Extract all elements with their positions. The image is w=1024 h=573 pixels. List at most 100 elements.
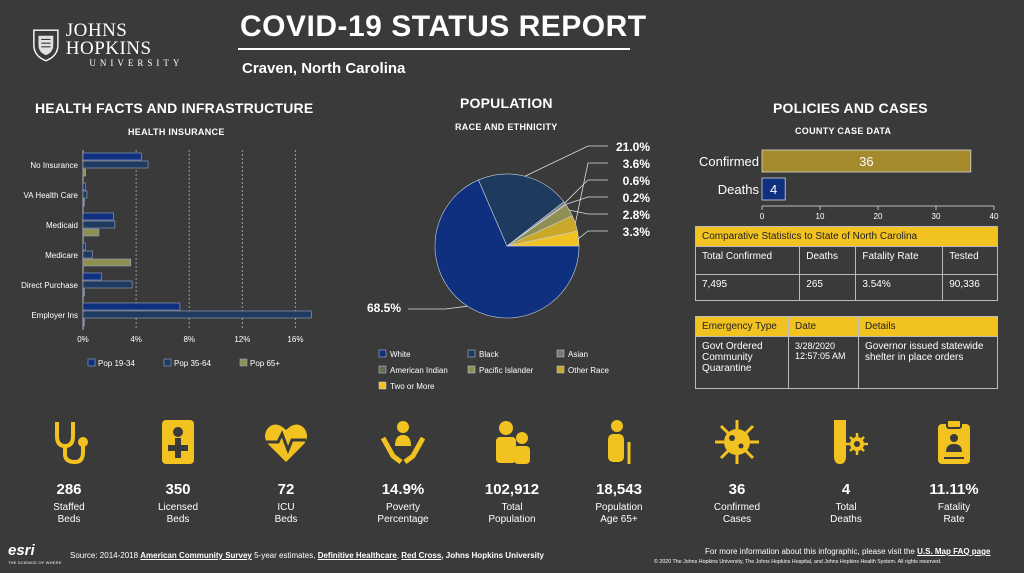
stat-label: Population [595, 502, 643, 513]
acs-suffix: 5-year estimates, [251, 551, 318, 560]
copyright: © 2020 The Johns Hopkins University, The… [654, 559, 942, 565]
more-info-prefix: For more information about this infograp… [705, 547, 918, 556]
legend-label: Black [479, 350, 500, 359]
comp-header-confirmed: Total Confirmed [694, 246, 801, 275]
case-category-label: Deaths [718, 182, 760, 197]
legend-swatch [87, 358, 96, 367]
emergency-type: Govt Ordered Community Quarantine [695, 336, 789, 389]
insurance-bar [82, 152, 142, 161]
legend-label: Pop 35-64 [174, 359, 211, 368]
category-label: No Insurance [30, 161, 78, 170]
title-underline [238, 48, 630, 50]
insurance-bar [82, 280, 133, 289]
comp-header-fatality: Fatality Rate [855, 246, 944, 275]
stat-label: Total [501, 502, 523, 513]
stat-value: 18,543 [596, 481, 642, 498]
pie-leader-line [408, 305, 468, 310]
stat-label: Fatality [937, 502, 971, 513]
insurance-bar [82, 198, 85, 207]
x-tick-label: 30 [932, 212, 941, 221]
x-tick-label: 0% [77, 335, 89, 344]
pie-slice [434, 179, 580, 319]
legend-swatch [378, 349, 387, 358]
insurance-bar [82, 220, 116, 229]
case-chart-title: COUNTY CASE DATA [795, 126, 892, 136]
jhu-logo: JOHNS HOPKINS UNIVERSITY [32, 20, 207, 68]
pie-value-label: 0.2% [623, 191, 651, 205]
logo-name: JOHNS HOPKINS [65, 20, 152, 59]
insurance-bar [82, 168, 86, 177]
comparative-title: Comparative Statistics to State of North… [695, 226, 998, 247]
pie-leader-line [578, 230, 608, 239]
faq-link[interactable]: U.S. Map FAQ page [917, 547, 991, 556]
comp-header-tested: Tested [942, 246, 998, 275]
legend-label: American Indian [390, 366, 448, 375]
insurance-bar [82, 310, 312, 319]
source-prefix: Source: 2014-2018 [70, 551, 141, 560]
helping-hands-icon [380, 421, 426, 464]
stat-confirmed-cases: 36 Confirmed Cases [692, 418, 782, 526]
stat-label: Licensed [157, 502, 199, 513]
emergency-date: 3/28/2020 12:57:05 AM [788, 336, 859, 389]
case-value-label: 4 [770, 182, 777, 197]
stat-icu-beds: 72 ICU Beds [241, 418, 331, 526]
pie-value-label: 21.0% [616, 140, 650, 154]
pie-value-label: 68.5% [367, 301, 401, 315]
stat-label: Beds [57, 514, 81, 525]
page-title: COVID-19 STATUS REPORT [240, 10, 647, 43]
source-separator: , [396, 551, 402, 560]
insurance-bar [82, 228, 100, 237]
definitive-healthcare-link[interactable]: Definitive Healthcare [317, 551, 397, 560]
comp-value-deaths: 265 [799, 274, 857, 301]
stat-label: Confirmed [713, 502, 761, 513]
legend-label: Two or More [390, 382, 435, 391]
x-tick-label: 4% [130, 335, 142, 344]
pie-value-label: 3.3% [623, 225, 651, 239]
red-cross-link[interactable]: Red Cross [401, 551, 442, 560]
pie-value-label: 0.6% [623, 174, 651, 188]
stat-value: 286 [56, 481, 82, 498]
acs-link[interactable]: American Community Survey [140, 551, 252, 560]
population-chart-title: RACE AND ETHNICITY [455, 122, 558, 132]
x-tick-label: 40 [990, 212, 999, 221]
insurance-bar [82, 250, 93, 259]
stat-label: Deaths [830, 514, 862, 525]
stat-label: Age 65+ [600, 514, 638, 525]
legend-swatch [467, 349, 476, 358]
x-tick-label: 10 [816, 212, 825, 221]
pie-value-label: 3.6% [623, 157, 651, 171]
category-label: Medicaid [46, 221, 78, 230]
category-label: Medicare [45, 251, 78, 260]
legend-swatch [163, 358, 172, 367]
race-ethnicity-chart: 21.0% 3.6% 0.6% 0.2% 2.8% 3.3% 68.5% White Black… [367, 140, 651, 391]
x-tick-label: 12% [234, 335, 250, 344]
stat-fatality-rate: 11.11% Fatality Rate [909, 418, 999, 526]
insurance-bar [82, 182, 86, 191]
legend-swatch [467, 365, 476, 374]
stat-value: 11.11% [929, 481, 979, 498]
legend-label: Pacific Islander [479, 366, 534, 375]
test-tube-icon [834, 420, 868, 464]
stat-value: 350 [165, 481, 191, 498]
health-section-title: HEALTH FACTS AND INFRASTRUCTURE [35, 100, 314, 116]
stethoscope-icon [55, 422, 88, 465]
insurance-bar [82, 258, 132, 267]
insurance-bar [82, 160, 149, 169]
legend-swatch [556, 365, 565, 374]
stat-poverty: 14.9% Poverty Percentage [358, 418, 448, 526]
category-label: Employer Ins [31, 311, 78, 320]
stat-value: 36 [728, 481, 746, 498]
emergency-header-type: Emergency Type [695, 316, 789, 337]
esri-wordmark: esri [8, 542, 35, 559]
insurance-bar [82, 242, 86, 251]
esri-tagline: THE SCIENCE OF WHERE [8, 560, 62, 565]
more-info-line: For more information about this infograp… [705, 547, 990, 556]
health-insurance-chart: 0% 4% 8% 12% 16% No Insurance VA Health Care Me… [21, 150, 312, 368]
legend-label: Other Race [568, 366, 609, 375]
legend-label: Asian [568, 350, 588, 359]
policies-section-title: POLICIES AND CASES [773, 100, 928, 116]
population-section-title: POPULATION [460, 95, 553, 111]
stat-total-population: 102,912 Total Population [467, 418, 557, 526]
emergency-header-details: Details [858, 316, 998, 337]
